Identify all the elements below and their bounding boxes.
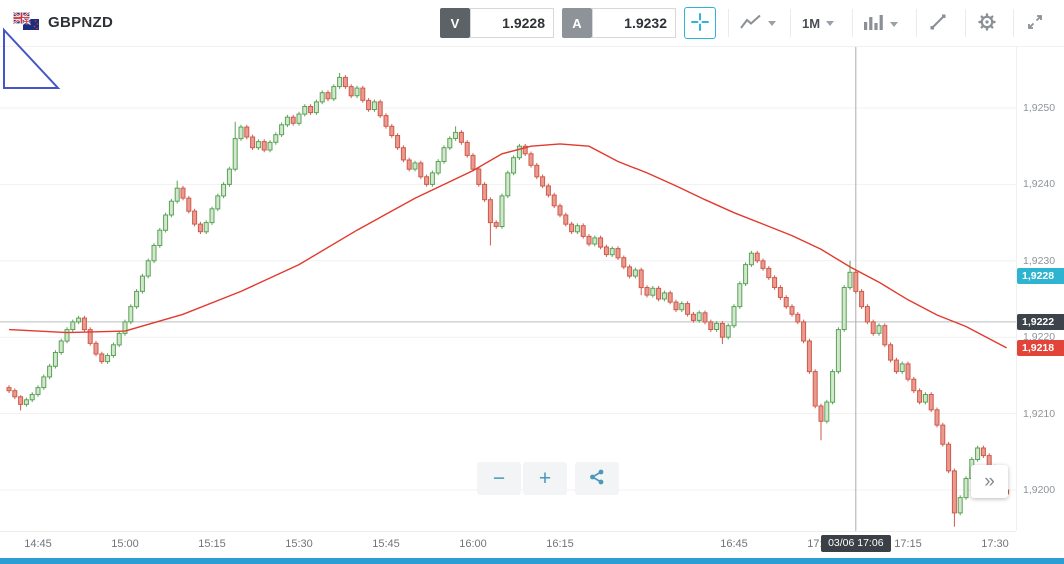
toolbar-separator: [965, 9, 966, 37]
crosshair-tool-button[interactable]: [684, 7, 716, 39]
fullscreen-button[interactable]: [1026, 13, 1044, 34]
crosshair-icon: [690, 12, 710, 35]
price-axis-label: 1,9200: [1023, 484, 1056, 496]
line-chart-icon: [740, 13, 762, 34]
sell-button[interactable]: V: [440, 8, 470, 38]
gear-icon: [977, 12, 997, 35]
zoom-controls: − +: [477, 462, 619, 495]
time-axis-label: 15:00: [111, 538, 139, 550]
chart-toolbar: GBPNZD V 1.9228 A 1.9232: [0, 0, 1064, 47]
time-axis-label: 16:00: [459, 538, 487, 550]
expand-icon: [1026, 13, 1044, 34]
share-icon: [588, 468, 606, 489]
zoom-in-button[interactable]: +: [523, 462, 567, 495]
share-button[interactable]: [575, 462, 619, 495]
sell-price-value[interactable]: 1.9228: [470, 8, 554, 38]
time-axis-label: 16:15: [546, 538, 574, 550]
toolbar-separator: [790, 9, 791, 37]
price-badge: 1,9218: [1017, 339, 1064, 356]
price-badge: 1,9228: [1017, 268, 1064, 285]
price-axis[interactable]: 1,9250 1,9240 1,9230 1,9220 1,9210 1,9200 1,92…: [1016, 46, 1064, 531]
toolbar-separator: [728, 9, 729, 37]
timeframe-label: 1M: [802, 15, 821, 31]
price-axis-label: 1,9240: [1023, 178, 1056, 191]
drawing-tools-button[interactable]: [929, 13, 947, 34]
indicators-bars-icon: [864, 14, 884, 34]
jump-to-latest-button[interactable]: »: [971, 465, 1008, 498]
chart-type-button[interactable]: [740, 13, 776, 34]
time-axis-label: 15:45: [372, 538, 400, 550]
chevron-down-icon: [768, 21, 776, 26]
time-axis-label: 16:45: [720, 538, 748, 550]
price-badge: 1,9222: [1017, 313, 1064, 330]
time-axis-label: 17:30: [981, 538, 1009, 550]
gbpnzd-flag-icon: [12, 11, 40, 36]
candlestick-chart[interactable]: [0, 46, 1016, 531]
time-axis-label: 15:15: [198, 538, 226, 550]
chevron-down-icon: [890, 21, 898, 27]
time-axis-label: 15:30: [285, 538, 313, 550]
price-axis-label: 1,9250: [1023, 102, 1056, 114]
zoom-out-button[interactable]: −: [477, 462, 521, 495]
time-axis-label: 17:15: [894, 538, 922, 550]
trend-line-icon: [929, 13, 947, 34]
price-axis-label: 1,9210: [1023, 407, 1056, 420]
triangle-drawing[interactable]: [1, 24, 65, 92]
timeframe-button[interactable]: 1M: [802, 13, 835, 33]
time-axis-label: 14:45: [24, 538, 52, 550]
toolbar-separator: [852, 9, 853, 37]
price-axis-label: 1,9230: [1023, 254, 1056, 267]
bottom-panel-edge: [0, 558, 1064, 564]
buy-button[interactable]: A: [562, 8, 592, 38]
time-axis[interactable]: 14:45 15:00 15:15 15:30 15:45 16:00 16:15 16:45…: [0, 531, 1016, 559]
instrument-symbol: GBPNZD: [48, 14, 114, 31]
toolbar-separator: [1013, 9, 1014, 37]
settings-button[interactable]: [977, 12, 997, 35]
chevron-down-icon: [826, 20, 835, 26]
crosshair-time-badge: 03/06 17:06: [820, 535, 891, 552]
buy-price-value[interactable]: 1.9232: [592, 8, 676, 38]
toolbar-separator: [916, 9, 917, 37]
indicators-button[interactable]: [864, 14, 898, 34]
